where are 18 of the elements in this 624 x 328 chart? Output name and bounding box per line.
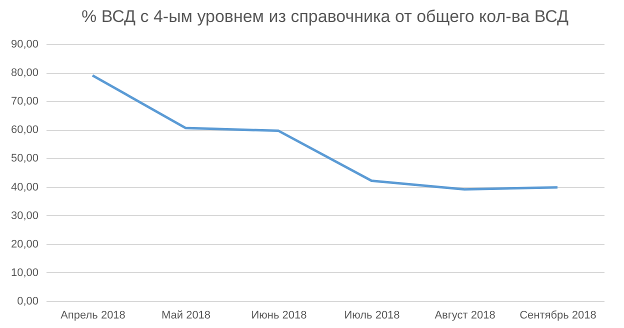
y-tick-label: 60,00 [10, 124, 38, 136]
x-tick-label: Август 2018 [434, 310, 496, 322]
x-tick-label: Апрель 2018 [60, 310, 126, 322]
y-tick-label: 90,00 [10, 38, 38, 50]
x-tick-label: Июнь 2018 [251, 310, 307, 322]
y-tick-label: 20,00 [10, 238, 38, 250]
chart-title: % ВСД с 4-ым уровнем из справочника от общего кол-ва ВСД [81, 7, 570, 26]
y-tick-label: 10,00 [10, 266, 38, 279]
y-tick-label: 80,00 [10, 67, 38, 80]
y-tick-label: 70,00 [10, 96, 38, 108]
x-tick-label: Сентябрь 2018 [520, 310, 596, 322]
y-tick-label: 40,00 [10, 181, 38, 194]
y-tick-label: 30,00 [10, 210, 38, 222]
x-tick-label: Июль 2018 [344, 310, 400, 322]
y-tick-label: 50,00 [10, 152, 38, 165]
y-tick-label: 0,00 [17, 296, 38, 308]
x-tick-label: Май 2018 [161, 310, 211, 322]
line-series [91, 74, 559, 191]
